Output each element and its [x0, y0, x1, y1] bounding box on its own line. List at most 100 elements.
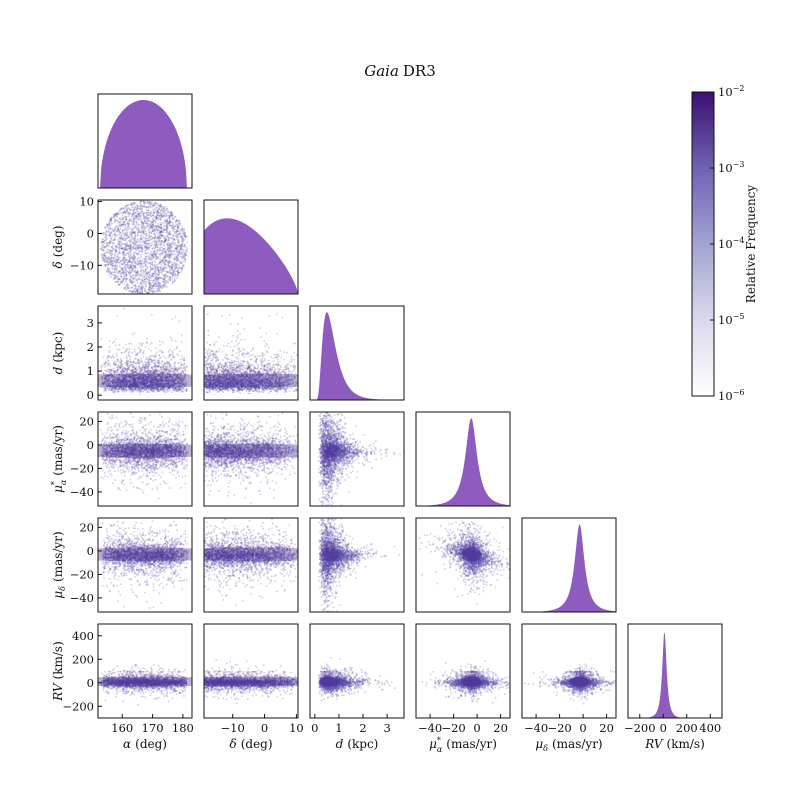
panel-rv-pmdec: −40 −20 0 20 μδ (mas/yr): [521, 623, 617, 753]
density-rv-pmdec: [524, 663, 616, 705]
y-tick-label: 3: [87, 316, 94, 330]
panel-rv-ra: 160 170 180 α (deg) −200 0 200 400 RV(km/s): [51, 623, 194, 751]
histogram-pmra: [416, 418, 510, 506]
panel-dec-dec: [203, 199, 299, 295]
y-tick-label: 200: [72, 652, 94, 666]
y-tick-label: −40: [70, 485, 94, 499]
panel-frame: [97, 93, 193, 189]
panel-frame: [97, 517, 193, 613]
density-core: [461, 676, 482, 687]
density-core: [319, 547, 340, 562]
x-axis-label-pmra: μ* α (mas/yr): [429, 736, 497, 754]
panel-rv-dec: −10 0 10 δ (deg): [203, 623, 304, 751]
panel-frame: [415, 623, 511, 719]
panel-bg: [310, 412, 404, 506]
density-pmdec-ra: [100, 518, 189, 612]
panel-pmdec-pmdec: [521, 517, 617, 613]
x-tick-label: 400: [699, 721, 721, 735]
colorbar-tick-label: 10−5: [718, 312, 744, 327]
x-tick-label: 1: [335, 721, 342, 735]
panel-bg: [98, 518, 192, 612]
panel-rv-rv: −200 0 200 400 RV (km/s): [624, 623, 723, 751]
y-tick-label: 20: [79, 414, 94, 428]
panel-frame: [97, 199, 193, 295]
x-tick-label: 10: [289, 721, 304, 735]
panel-frame: [203, 305, 299, 401]
density-core: [319, 443, 340, 458]
density-dec-ra: [100, 200, 189, 294]
panel-frame: [203, 623, 299, 719]
panel-pmra-ra: −40 −20 0 20 μ*α(mas/yr): [50, 411, 193, 507]
x-tick-label: −20: [547, 721, 571, 735]
panel-frame: [309, 517, 405, 613]
panel-bg: [98, 200, 192, 294]
x-tick-label: 200: [676, 721, 698, 735]
y-tick-label: 1: [87, 364, 94, 378]
x-tick-label: 2: [359, 721, 366, 735]
panel-bg: [416, 518, 510, 612]
panel-frame: [627, 623, 723, 719]
panel-bg: [204, 624, 298, 718]
x-tick-label: 180: [172, 721, 194, 735]
panel-frame: [203, 199, 299, 295]
y-axis-label-rv: RV(km/s): [51, 641, 65, 702]
colorbar-tick-label: 10−6: [718, 388, 744, 403]
density-core: [98, 443, 192, 458]
panel-rv-pmra: −40 −20 0 20μ* α (mas/yr): [415, 623, 511, 754]
panel-frame: [309, 411, 405, 507]
histogram-dec: [204, 218, 298, 294]
density-rv-pmra: [421, 660, 510, 704]
density-pmdec-pmra: [418, 520, 510, 605]
colorbar-tick-label: 10−4: [718, 236, 744, 251]
panel-pmdec-ra: −40 −20 0 20 μδ(mas/yr): [51, 517, 193, 613]
panel-frame: [415, 517, 511, 613]
x-tick-label: 3: [383, 721, 390, 735]
panel-dist-dec: [203, 305, 299, 401]
panel-bg: [204, 518, 298, 612]
y-tick-label: 0: [87, 544, 94, 558]
density-core: [204, 547, 298, 562]
panels: −10010δ(deg)0123d(kpc)−40−20020μ*α(mas/y…: [50, 93, 723, 754]
y-tick-label: −40: [70, 591, 94, 605]
density-core: [98, 547, 192, 562]
y-tick-label: −20: [70, 567, 94, 581]
panel-dec-ra: −10 0 10 δ(deg): [51, 195, 193, 295]
title-rest: DR3: [403, 62, 436, 80]
colorbar-label: Relative Frequency: [744, 185, 758, 304]
panel-frame: [97, 411, 193, 507]
x-tick-label: −200: [624, 721, 656, 735]
y-axis-label-pmra: μ*α(mas/yr): [50, 425, 68, 493]
y-tick-label: −10: [70, 258, 94, 272]
panel-bg: [204, 306, 298, 400]
x-tick-label: 20: [493, 721, 508, 735]
density-dist-ra: [100, 307, 188, 395]
density-core: [204, 373, 298, 388]
x-tick-label: 0: [660, 721, 667, 735]
density-pmdec-dist: [317, 518, 401, 612]
y-tick-label: 2: [87, 340, 94, 354]
y-tick-label: 400: [72, 629, 94, 643]
panel-pmra-dec: [203, 411, 299, 507]
density-core: [98, 373, 192, 388]
colorbar-tick-label: 10−2: [718, 84, 744, 99]
panel-bg: [522, 624, 616, 718]
panel-frame: [97, 305, 193, 401]
density-rv-ra: [100, 663, 189, 706]
panel-pmdec-pmra: [415, 517, 511, 613]
density-core: [319, 676, 340, 687]
density-dist-dec: [204, 313, 298, 395]
panel-frame: [309, 623, 405, 719]
panel-bg: [310, 518, 404, 612]
y-tick-label: 0: [87, 226, 94, 240]
panel-bg: [310, 624, 404, 718]
x-axis-label-rv: RV (km/s): [644, 737, 705, 751]
y-tick-label: 20: [79, 520, 94, 534]
colorbar-tick-label: 10−3: [718, 160, 744, 175]
panel-pmdec-dist: [309, 517, 405, 613]
colorbar: 10−2 10−3 10−4 10−5 10−6 Relative Frequency: [691, 84, 758, 403]
density-pmra-dist: [317, 412, 404, 506]
histogram-pmdec: [522, 524, 616, 612]
x-axis-label-dist: d (kpc): [336, 737, 379, 751]
x-axis-label-dec: δ (deg): [229, 737, 272, 751]
x-tick-label: 160: [111, 721, 133, 735]
